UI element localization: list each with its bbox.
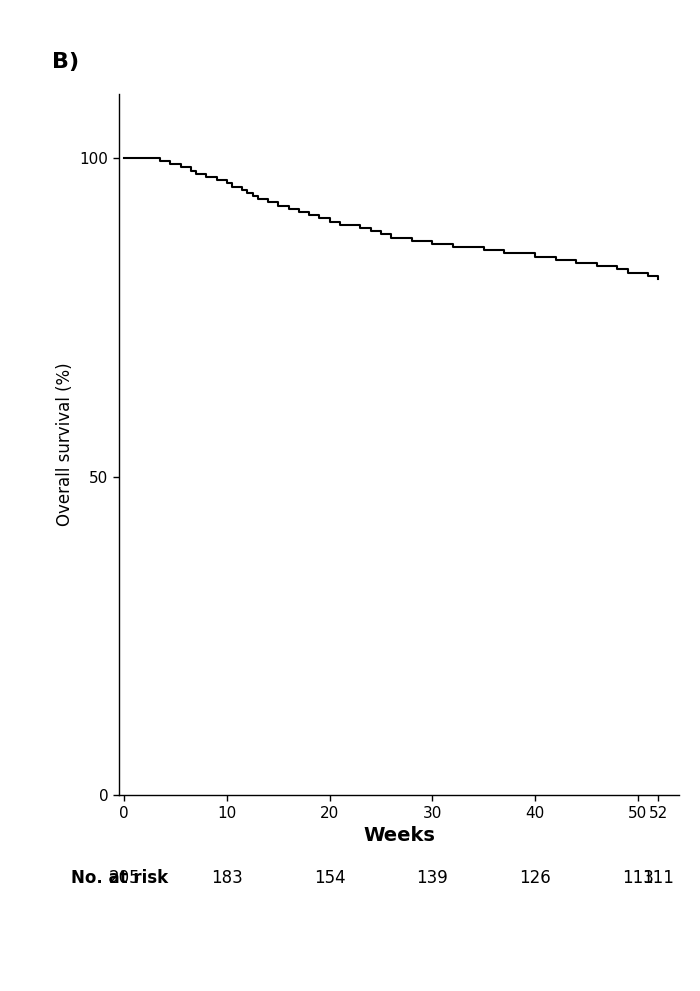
Text: No. at risk: No. at risk: [71, 869, 169, 887]
Text: 113: 113: [622, 869, 654, 887]
Text: 111: 111: [643, 869, 674, 887]
Y-axis label: Overall survival (%): Overall survival (%): [56, 363, 74, 526]
X-axis label: Weeks: Weeks: [363, 826, 435, 845]
Text: 154: 154: [314, 869, 346, 887]
Text: 205: 205: [108, 869, 140, 887]
Text: 126: 126: [519, 869, 551, 887]
Text: 139: 139: [416, 869, 448, 887]
Text: B): B): [52, 53, 79, 72]
Text: 183: 183: [211, 869, 243, 887]
